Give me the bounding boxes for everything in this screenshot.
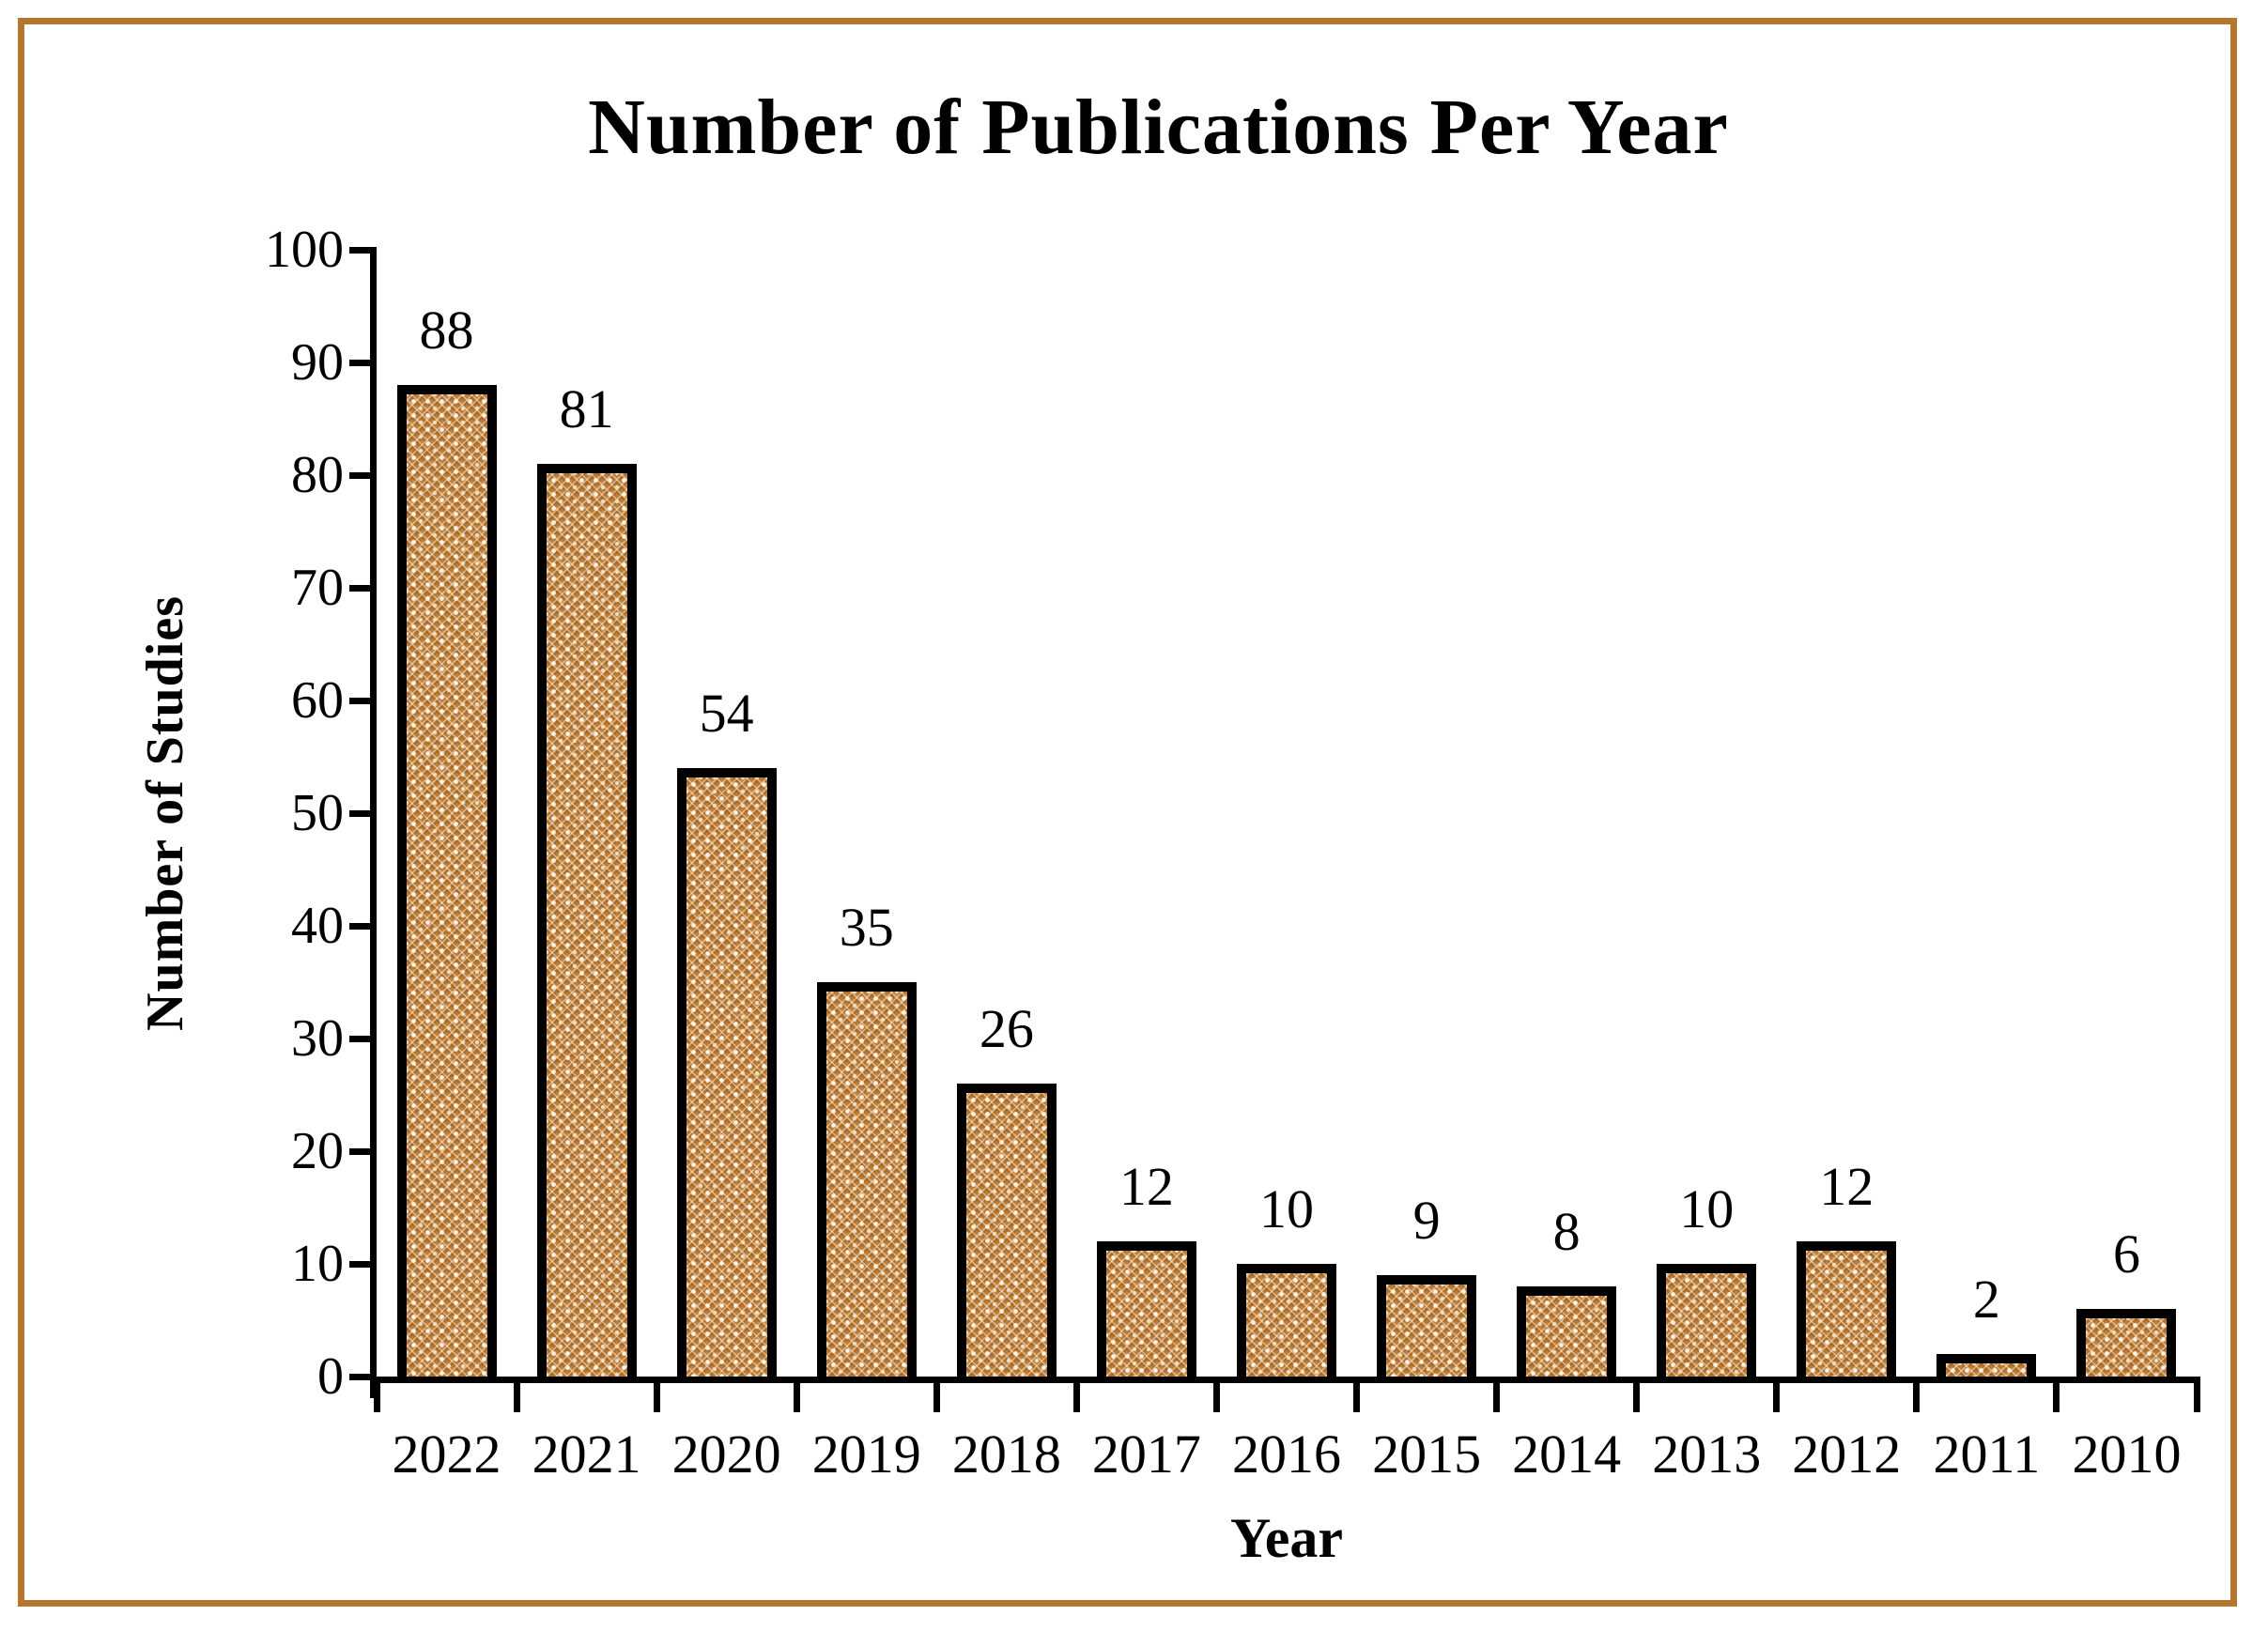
y-tick-label: 0 <box>317 1347 344 1406</box>
bar-value-label: 88 <box>419 300 474 361</box>
bar-2012 <box>1797 1241 1897 1377</box>
y-tick-label: 10 <box>291 1235 344 1293</box>
x-tick-mark <box>653 1377 660 1412</box>
bar-value-label: 9 <box>1412 1190 1441 1251</box>
y-tick-mark <box>349 809 377 817</box>
y-tick-mark <box>349 1260 377 1268</box>
bar-value-label: 26 <box>979 998 1034 1059</box>
plot-area: 0 10 20 30 40 50 60 70 80 90 100 88 2022 81 2021 54 2020… <box>265 222 2200 1484</box>
x-tick-mark <box>933 1377 940 1412</box>
bar-value-label: 8 <box>1552 1201 1581 1262</box>
y-tick-mark <box>349 471 377 479</box>
y-tick-mark <box>349 697 377 704</box>
x-tick-label: 2016 <box>1231 1423 1341 1485</box>
y-tick-label: 90 <box>291 333 344 392</box>
bar-value-label: 10 <box>1258 1178 1314 1239</box>
bar-value-label: 81 <box>559 378 614 439</box>
y-tick-label: 80 <box>291 446 344 504</box>
bar-2017 <box>1096 1241 1196 1377</box>
x-tick-label: 2020 <box>671 1423 781 1485</box>
x-tick-label: 2017 <box>1091 1423 1201 1485</box>
y-tick-mark <box>349 1373 377 1380</box>
y-tick-mark <box>349 1035 377 1042</box>
x-tick-label: 2019 <box>811 1423 921 1485</box>
y-tick-mark <box>349 1147 377 1155</box>
x-tick-mark <box>2053 1377 2060 1412</box>
y-tick-label: 30 <box>291 1009 344 1068</box>
y-tick-label: 100 <box>265 221 344 279</box>
bar-2011 <box>1936 1354 2037 1377</box>
x-tick-mark <box>1493 1377 1501 1412</box>
bar-2013 <box>1657 1264 1757 1377</box>
x-tick-label: 2015 <box>1372 1423 1482 1485</box>
x-axis-title: Year <box>1230 1507 1343 1569</box>
x-tick-label: 2012 <box>1792 1423 1902 1485</box>
bar-value-label: 12 <box>1819 1156 1875 1217</box>
bar-value-label: 2 <box>1972 1269 2000 1330</box>
x-tick-mark <box>513 1377 520 1412</box>
y-tick-label: 50 <box>291 784 344 842</box>
x-tick-mark <box>1353 1377 1361 1412</box>
chart-frame: Number of Publications Per Year 0 10 20 30 4… <box>18 18 2237 1607</box>
x-tick-label: 2013 <box>1652 1423 1762 1485</box>
bar-2015 <box>1377 1275 1477 1377</box>
x-tick-mark <box>1072 1377 1080 1412</box>
bar-2022 <box>396 385 497 1377</box>
bar-value-label: 54 <box>699 683 754 744</box>
x-tick-mark <box>793 1377 800 1412</box>
bar-value-label: 35 <box>839 897 894 958</box>
bar-value-label: 6 <box>2112 1223 2140 1285</box>
x-tick-label: 2014 <box>1512 1423 1622 1485</box>
x-tick-mark <box>1212 1377 1220 1412</box>
bar-2010 <box>2076 1309 2177 1377</box>
x-tick-mark <box>1633 1377 1641 1412</box>
bar-2021 <box>536 464 637 1377</box>
bar-2014 <box>1517 1286 1617 1377</box>
x-tick-mark <box>1773 1377 1781 1412</box>
x-axis-line <box>370 1377 2200 1383</box>
x-tick-mark <box>1913 1377 1921 1412</box>
y-tick-label: 40 <box>291 897 344 955</box>
y-axis-title: Number of Studies <box>136 595 194 1032</box>
x-tick-label: 2011 <box>1933 1423 2041 1485</box>
y-tick-label: 60 <box>291 671 344 730</box>
bar-value-label: 10 <box>1679 1178 1735 1239</box>
x-tick-mark <box>373 1377 380 1412</box>
bar-2018 <box>956 1084 1057 1377</box>
y-tick-label: 70 <box>291 559 344 617</box>
x-tick-label: 2022 <box>392 1423 501 1485</box>
bar-2016 <box>1237 1264 1336 1377</box>
y-tick-mark <box>349 584 377 592</box>
x-tick-label: 2010 <box>2072 1423 2182 1485</box>
y-tick-mark <box>349 359 377 366</box>
y-tick-mark <box>349 922 377 930</box>
y-tick-label: 20 <box>291 1122 344 1180</box>
x-tick-mark <box>2193 1377 2200 1412</box>
y-axis-line <box>370 247 377 1398</box>
chart-title: Number of Publications Per Year <box>588 84 1729 171</box>
x-tick-label: 2021 <box>532 1423 641 1485</box>
y-tick-mark <box>349 246 377 254</box>
bar-value-label: 12 <box>1119 1156 1174 1217</box>
bar-2019 <box>816 982 917 1377</box>
x-tick-label: 2018 <box>951 1423 1061 1485</box>
bar-2020 <box>676 768 777 1377</box>
